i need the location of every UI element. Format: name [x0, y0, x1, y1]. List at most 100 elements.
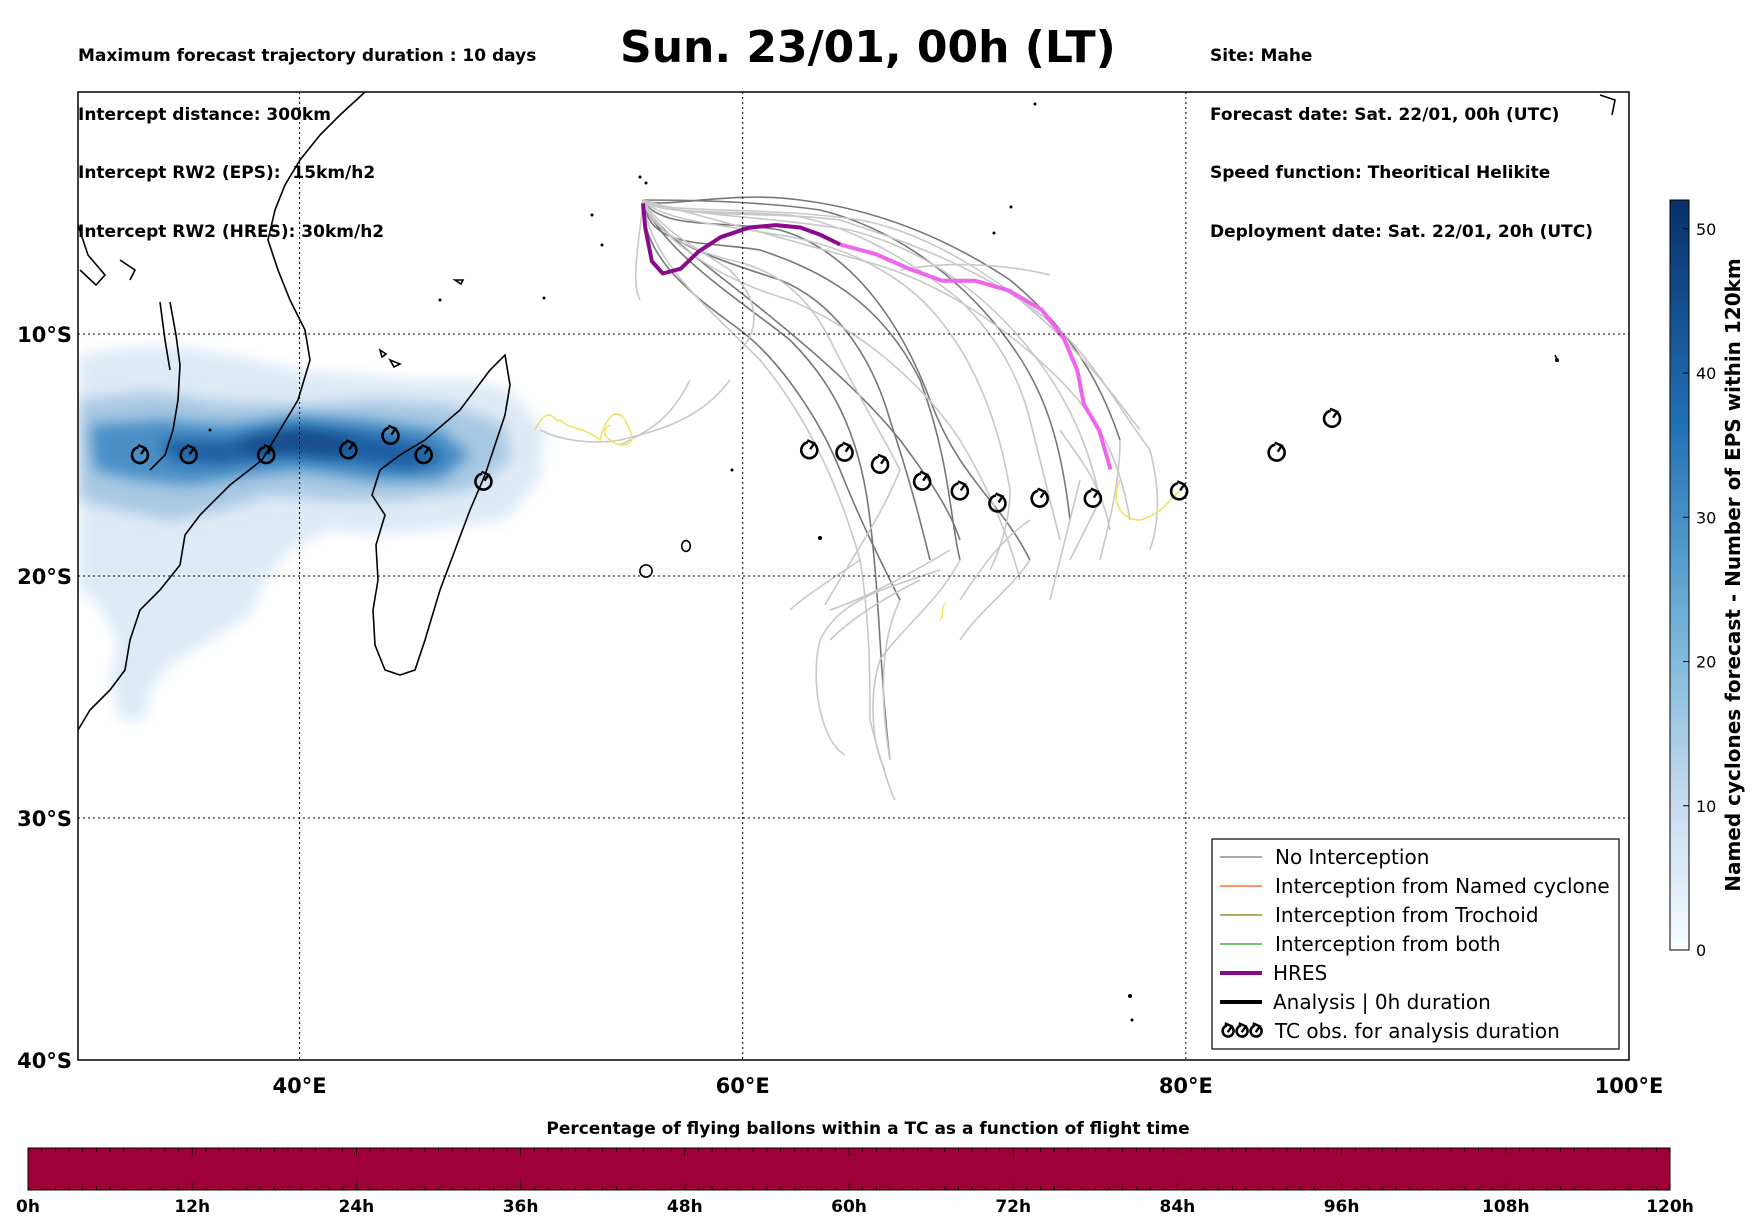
- tc-symbol-arc: [1083, 489, 1103, 508]
- tc-symbol: [1083, 487, 1103, 508]
- eps-track: [642, 199, 1101, 501]
- tc-symbol: [1267, 441, 1286, 462]
- intercept-distance-text: Intercept distance: 300km: [78, 104, 331, 125]
- eps-track: [642, 199, 1141, 431]
- lon-tick-label: 40°E: [273, 1074, 327, 1098]
- tc-symbol: [179, 443, 198, 465]
- tc-symbol: [950, 480, 970, 501]
- header-left-info: Maximum forecast trajectory duration : 1…: [78, 8, 536, 262]
- colorbar-tick-label: 30: [1696, 508, 1716, 527]
- percentage-bar-tick-label: 120h: [1646, 1197, 1694, 1217]
- eps-track: [642, 199, 1131, 521]
- eps-track: [815, 569, 941, 756]
- tc-symbol-arrow: [481, 470, 491, 482]
- site-text: Site: Mahe: [1210, 46, 1313, 66]
- legend-label: HRES: [1273, 961, 1327, 985]
- tc-symbol: [381, 424, 400, 445]
- percentage-bar: Percentage of flying ballons within a TC…: [16, 1119, 1694, 1217]
- eps-track: [882, 599, 901, 761]
- eps-track: [829, 549, 951, 611]
- tc-symbol-arrow: [186, 443, 196, 455]
- legend-label: Analysis | 0h duration: [1273, 990, 1491, 1014]
- tc-symbol-arrow: [1252, 1022, 1262, 1033]
- eps-track: [1029, 419, 1061, 541]
- tc-symbol-arc: [835, 443, 854, 462]
- eps-track: [642, 199, 891, 761]
- eps-track: [642, 199, 901, 601]
- tc-symbol: [912, 470, 932, 491]
- forecast-date-text: Forecast date: Sat. 22/01, 00h (UTC): [1210, 104, 1560, 125]
- colorbar-tick-label: 40: [1696, 364, 1716, 383]
- tc-symbol-arc: [1235, 1024, 1249, 1038]
- lat-tick-label: 10°S: [17, 323, 72, 347]
- grid-lines: [78, 92, 1629, 1060]
- eps-track: [789, 559, 861, 611]
- tc-symbol-arc: [1221, 1024, 1235, 1038]
- colorbar-tick-label: 10: [1696, 797, 1716, 816]
- eps-track: [642, 199, 901, 471]
- eps-track: [642, 199, 1151, 451]
- trochoid-track: [939, 602, 946, 621]
- tc-symbol-arc: [1169, 482, 1189, 501]
- eps-trajectories: [539, 196, 1159, 801]
- eps-track: [642, 199, 755, 351]
- percentage-bar-tick-label: 24h: [339, 1197, 375, 1217]
- coastlines: [78, 92, 1616, 731]
- tc-symbol-arrow: [1224, 1022, 1234, 1033]
- max-duration-text: Maximum forecast trajectory duration : 1…: [78, 46, 537, 66]
- tc-symbol-arrow: [842, 441, 852, 453]
- tc-symbol-arc: [130, 445, 150, 465]
- colorbar-tick-label: 20: [1696, 653, 1716, 672]
- trochoid-track: [1115, 479, 1181, 521]
- eps-track: [642, 199, 931, 561]
- eps-track: [642, 199, 1011, 491]
- colorbar-tick-label: 0: [1696, 941, 1706, 960]
- percentage-bar-title: Percentage of flying ballons within a TC…: [546, 1119, 1189, 1139]
- eps-track: [1049, 479, 1081, 601]
- tc-symbol-arrow: [1238, 1022, 1248, 1033]
- colorbar: 0 10 20 30 40 50 Named cyclones forecast - Nu…: [1669, 199, 1745, 960]
- tc-symbol: [339, 439, 358, 460]
- tc-symbol-arrow: [1176, 480, 1187, 492]
- intercept-hres-text: Intercept RW2 (HRES): 30km/h2: [78, 221, 385, 242]
- eps-track: [642, 199, 961, 541]
- colorbar-gradient: [1669, 199, 1690, 951]
- speed-function-text: Speed function: Theoritical Helikite: [1210, 163, 1551, 183]
- legend-box: [1211, 838, 1620, 1050]
- tc-symbol-arc: [414, 445, 433, 465]
- tc-symbol-arrow: [421, 443, 431, 455]
- legend: No Interception Interception from Named c…: [1211, 838, 1620, 1050]
- tc-symbol: [130, 443, 150, 465]
- tc-symbol-arrow: [1090, 487, 1100, 499]
- tc-symbol: [799, 439, 819, 460]
- map-border: [77, 91, 1630, 1061]
- eps-track: [829, 579, 921, 641]
- colorbar-tick-label: 50: [1696, 220, 1716, 239]
- tc-symbol-arrow: [263, 443, 274, 455]
- percentage-bar-tick-label: 12h: [174, 1197, 210, 1217]
- eps-track: [1099, 439, 1121, 561]
- tc-symbol: [414, 443, 433, 465]
- map-area: [78, 92, 1629, 1060]
- percentage-bar-tick-label: 48h: [667, 1197, 703, 1217]
- tc-symbol-arrow: [877, 453, 887, 465]
- tc-symbol-arrow: [1274, 441, 1284, 453]
- percentage-bar-tick-label: 96h: [1324, 1197, 1360, 1217]
- percentage-bar-tick-label: 60h: [831, 1197, 867, 1217]
- eps-track: [1149, 449, 1159, 551]
- lat-tick-label: 40°S: [17, 1049, 72, 1073]
- eps-track: [959, 559, 1031, 641]
- eps-track: [959, 519, 1031, 601]
- tc-symbol-arc: [339, 441, 358, 460]
- eps-track: [634, 199, 644, 301]
- tc-symbol: [988, 492, 1007, 513]
- legend-label: Interception from Named cyclone: [1275, 874, 1610, 898]
- eps-track: [872, 559, 961, 771]
- trochoid-tracks: [534, 413, 1181, 621]
- hres-track: [641, 203, 1113, 471]
- lon-tick-label: 60°E: [716, 1074, 770, 1098]
- tc-symbol-arrow: [137, 443, 147, 455]
- lat-tick-label: 30°S: [17, 807, 72, 831]
- legend-label: TC obs. for analysis duration: [1274, 1019, 1560, 1043]
- tc-symbol-arc: [179, 445, 198, 465]
